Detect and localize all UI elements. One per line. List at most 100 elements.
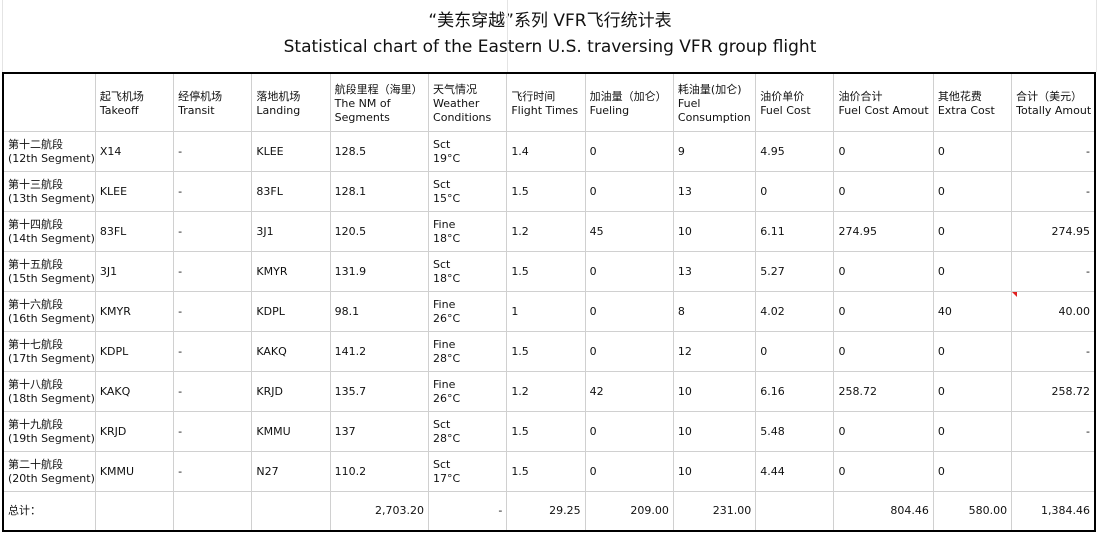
transit-cell[interactable]: - [173,331,253,372]
empty-cell[interactable] [173,491,253,532]
flight-time-cell[interactable]: 1.2 [506,211,586,252]
consumption-cell[interactable]: 13 [672,251,757,292]
extra-cost-cell[interactable]: 0 [932,251,1013,292]
fuel-cost-cell[interactable]: 5.27 [755,251,835,292]
total-cell[interactable]: - [1011,251,1096,292]
weather-cell[interactable]: Fine 26°C [428,291,508,332]
fuel-amount-cell[interactable]: 0 [833,411,934,452]
takeoff-cell[interactable]: X14 [94,131,175,172]
takeoff-cell[interactable]: 83FL [94,211,175,252]
distance-cell[interactable]: 137 [329,411,430,452]
segment-cell[interactable]: 第二十航段 (20th Segment) [2,451,96,492]
fuel-cost-cell[interactable]: 0 [755,171,835,212]
transit-cell[interactable]: - [173,411,253,452]
transit-cell[interactable]: - [173,371,253,412]
fuel-amount-cell[interactable]: 0 [833,291,934,332]
fuel-amount-cell[interactable]: 0 [833,331,934,372]
total-label-cell[interactable]: 总计： [2,491,96,532]
total-weather-cell[interactable]: - [428,491,508,532]
segment-cell[interactable]: 第十四航段 (14th Segment) [2,211,96,252]
segment-cell[interactable]: 第十二航段 (12th Segment) [2,131,96,172]
header-cell-extra-cost[interactable]: 其他花费 Extra Cost [932,72,1013,132]
flight-time-cell[interactable]: 1.5 [506,331,586,372]
consumption-cell[interactable]: 8 [672,291,757,332]
extra-cost-cell[interactable]: 0 [932,171,1013,212]
total-cell[interactable]: 258.72 [1011,371,1096,412]
fuel-cost-cell[interactable]: 6.16 [755,371,835,412]
total-flight-time-cell[interactable]: 29.25 [506,491,586,532]
comment-indicator-icon[interactable] [1012,292,1018,297]
flight-time-cell[interactable]: 1 [506,291,586,332]
takeoff-cell[interactable]: KLEE [94,171,175,212]
empty-cell[interactable] [251,491,331,532]
formula-indicator-icon[interactable] [429,492,431,495]
fueling-cell[interactable]: 0 [584,131,674,172]
fueling-cell[interactable]: 0 [584,411,674,452]
segment-cell[interactable]: 第十七航段 (17th Segment) [2,331,96,372]
header-cell-distance[interactable]: 航段里程（海里） The NM of Segments [329,72,430,132]
total-consumption-cell[interactable]: 231.00 [672,491,757,532]
consumption-cell[interactable]: 12 [672,331,757,372]
extra-cost-cell[interactable]: 0 [932,411,1013,452]
transit-cell[interactable]: - [173,251,253,292]
distance-cell[interactable]: 128.5 [329,131,430,172]
extra-cost-cell[interactable]: 40 [932,291,1013,332]
distance-cell[interactable]: 120.5 [329,211,430,252]
total-cell[interactable]: - [1011,131,1096,172]
fueling-cell[interactable]: 0 [584,331,674,372]
segment-cell[interactable]: 第十九航段 (19th Segment) [2,411,96,452]
fueling-cell[interactable]: 0 [584,451,674,492]
fuel-amount-cell[interactable]: 258.72 [833,371,934,412]
grand-total-cell[interactable]: 1,384.46 [1011,491,1096,532]
transit-cell[interactable]: - [173,211,253,252]
header-cell-landing[interactable]: 落地机场 Landing [251,72,331,132]
total-cell[interactable]: - [1011,171,1096,212]
weather-cell[interactable]: Fine 26°C [428,371,508,412]
weather-cell[interactable]: Sct 17°C [428,451,508,492]
header-cell-flight-time[interactable]: 飞行时间 Flight Times [506,72,586,132]
landing-cell[interactable]: KMMU [251,411,331,452]
weather-cell[interactable]: Fine 18°C [428,211,508,252]
weather-cell[interactable]: Fine 28°C [428,331,508,372]
consumption-cell[interactable]: 9 [672,131,757,172]
weather-cell[interactable]: Sct 19°C [428,131,508,172]
landing-cell[interactable]: KAKQ [251,331,331,372]
extra-cost-cell[interactable]: 0 [932,211,1013,252]
distance-cell[interactable]: 110.2 [329,451,430,492]
extra-cost-cell[interactable]: 0 [932,331,1013,372]
fuel-cost-cell[interactable]: 0 [755,331,835,372]
distance-cell[interactable]: 131.9 [329,251,430,292]
fueling-cell[interactable]: 0 [584,251,674,292]
consumption-cell[interactable]: 13 [672,171,757,212]
fuel-cost-cell[interactable]: 4.02 [755,291,835,332]
takeoff-cell[interactable]: KMYR [94,291,175,332]
fuel-cost-cell[interactable]: 6.11 [755,211,835,252]
empty-cell[interactable] [94,491,175,532]
segment-cell[interactable]: 第十六航段 (16th Segment) [2,291,96,332]
extra-cost-cell[interactable]: 0 [932,451,1013,492]
consumption-cell[interactable]: 10 [672,411,757,452]
landing-cell[interactable]: KDPL [251,291,331,332]
flight-time-cell[interactable]: 1.5 [506,451,586,492]
flight-time-cell[interactable]: 1.5 [506,411,586,452]
header-cell-consumption[interactable]: 耗油量(加仑) Fuel Consumption [672,72,757,132]
weather-cell[interactable]: Sct 28°C [428,411,508,452]
flight-time-cell[interactable]: 1.5 [506,171,586,212]
formula-indicator-icon[interactable] [934,492,935,495]
header-cell-fuel-amount[interactable]: 油价合计 Fuel Cost Amout [833,72,934,132]
landing-cell[interactable]: N27 [251,451,331,492]
extra-cost-cell[interactable]: 0 [932,131,1013,172]
fuel-amount-cell[interactable]: 0 [833,171,934,212]
total-fuel-amount-cell[interactable]: 804.46 [833,491,934,532]
takeoff-cell[interactable]: 3J1 [94,251,175,292]
empty-cell[interactable] [755,491,835,532]
total-cell[interactable]: - [1011,411,1096,452]
header-cell-takeoff[interactable]: 起飞机场 Takeoff [94,72,175,132]
total-cell[interactable]: - [1011,331,1096,372]
fueling-cell[interactable]: 42 [584,371,674,412]
takeoff-cell[interactable]: KRJD [94,411,175,452]
consumption-cell[interactable]: 10 [672,371,757,412]
transit-cell[interactable]: - [173,131,253,172]
flight-time-cell[interactable]: 1.4 [506,131,586,172]
distance-cell[interactable]: 141.2 [329,331,430,372]
